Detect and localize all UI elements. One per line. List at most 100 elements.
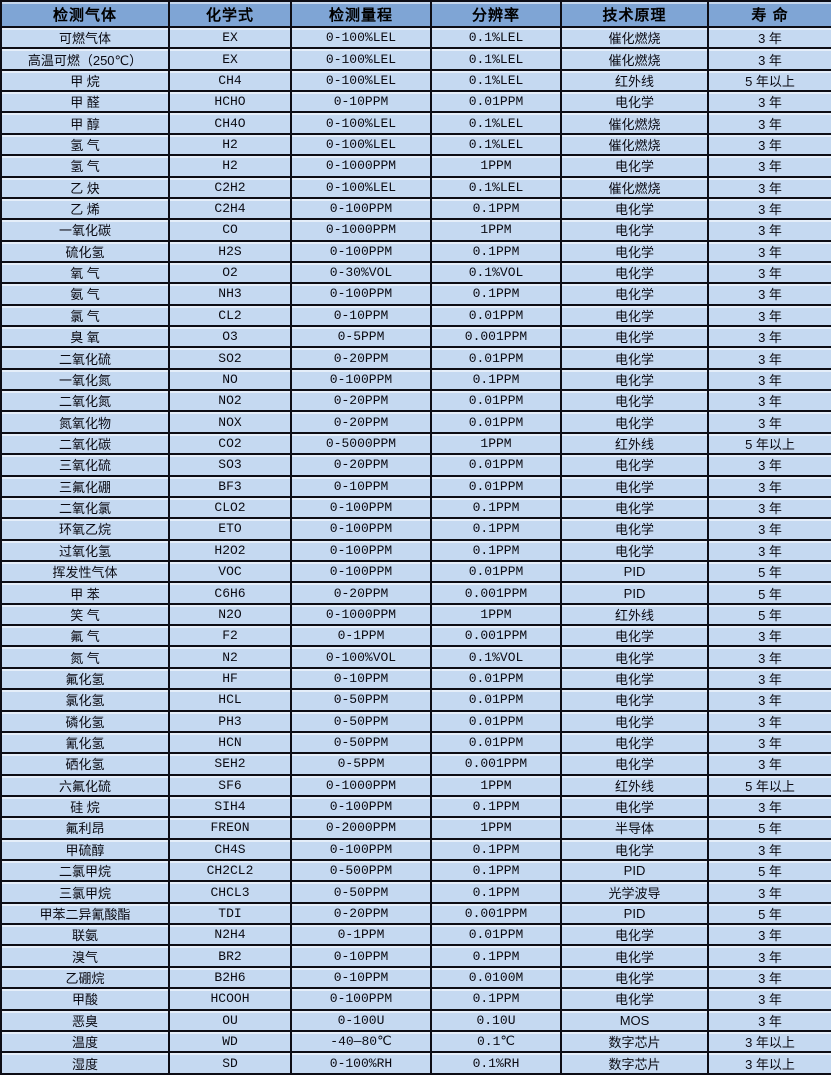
- table-row: 氮氧化物 NOX 0-20PPM 0.01PPM 电化学 3 年: [0, 410, 831, 434]
- lifespan-cell: 5 年: [707, 901, 831, 926]
- table-row: 二氧化氯 CLO2 0-100PPM 0.1PPM 电化学 3 年: [0, 495, 831, 520]
- table-row: 氟化氢 HF 0-10PPM 0.01PPM 电化学 3 年: [0, 666, 831, 691]
- range-cell: 0-1000PPM: [290, 773, 432, 797]
- formula-cell: SO2: [168, 346, 292, 370]
- range-cell: 0-100%LEL: [290, 111, 432, 135]
- principle-cell: 电化学: [560, 923, 709, 947]
- formula-cell: TDI: [168, 901, 292, 926]
- lifespan-cell: 3 年: [707, 303, 831, 328]
- range-cell: 0-100PPM: [290, 987, 432, 1011]
- table-row: 硅 烷 SIH4 0-100PPM 0.1PPM 电化学 3 年: [0, 794, 831, 819]
- table-row: 硫化氢 H2S 0-100PPM 0.1PPM 电化学 3 年: [0, 239, 831, 263]
- principle-cell: 电化学: [560, 688, 709, 712]
- principle-cell: 电化学: [560, 837, 709, 862]
- table-row: 挥发性气体 VOC 0-100PPM 0.01PPM PID 5 年: [0, 559, 831, 584]
- principle-cell: 电化学: [560, 453, 709, 477]
- gas-name-cell: 臭 氧: [0, 325, 170, 349]
- lifespan-cell: 3 年: [707, 196, 831, 221]
- lifespan-cell: 5 年以上: [707, 431, 831, 456]
- table-row: 联氨 N2H4 0-1PPM 0.01PPM 电化学 3 年: [0, 923, 831, 947]
- range-cell: 0-1PPM: [290, 624, 432, 648]
- principle-cell: 电化学: [560, 730, 709, 755]
- resolution-cell: 0.01PPM: [430, 666, 562, 691]
- range-cell: 0-10PPM: [290, 666, 432, 691]
- table-row: 甲硫醇 CH4S 0-100PPM 0.1PPM 电化学 3 年: [0, 837, 831, 862]
- table-row: 二氧化碳 CO2 0-5000PPM 1PPM 红外线 5 年以上: [0, 431, 831, 456]
- table-row: 三氟化硼 BF3 0-10PPM 0.01PPM 电化学 3 年: [0, 474, 831, 498]
- range-cell: 0-20PPM: [290, 581, 432, 605]
- range-cell: 0-30%VOL: [290, 260, 432, 285]
- resolution-cell: 0.001PPM: [430, 752, 562, 776]
- resolution-cell: 0.001PPM: [430, 624, 562, 648]
- principle-cell: 电化学: [560, 752, 709, 776]
- resolution-cell: 0.1%LEL: [430, 25, 562, 50]
- lifespan-cell: 3 年: [707, 794, 831, 819]
- resolution-cell: 0.01PPM: [430, 90, 562, 114]
- resolution-cell: 0.1%LEL: [430, 47, 562, 71]
- gas-name-cell: 硫化氢: [0, 239, 170, 263]
- principle-cell: 红外线: [560, 431, 709, 456]
- table-row: 甲酸 HCOOH 0-100PPM 0.1PPM 电化学 3 年: [0, 987, 831, 1011]
- table-row: 过氧化氢 H2O2 0-100PPM 0.1PPM 电化学 3 年: [0, 538, 831, 563]
- principle-cell: 半导体: [560, 816, 709, 840]
- gas-name-cell: 甲 醛: [0, 90, 170, 114]
- formula-cell: CHCL3: [168, 880, 292, 904]
- resolution-cell: 0.01PPM: [430, 709, 562, 733]
- table-row: 磷化氢 PH3 0-50PPM 0.01PPM 电化学 3 年: [0, 709, 831, 733]
- lifespan-cell: 3 年: [707, 495, 831, 520]
- table-row: 可燃气体 EX 0-100%LEL 0.1%LEL 催化燃烧 3 年: [0, 25, 831, 50]
- resolution-cell: 0.001PPM: [430, 581, 562, 605]
- formula-cell: HF: [168, 666, 292, 691]
- table-row: 环氧乙烷 ETO 0-100PPM 0.1PPM 电化学 3 年: [0, 517, 831, 541]
- table-row: 高温可燃（250℃） EX 0-100%LEL 0.1%LEL 催化燃烧 3 年: [0, 47, 831, 71]
- table-row: 温度 WD -40—80℃ 0.1℃ 数字芯片 3 年以上: [0, 1029, 831, 1054]
- gas-name-cell: 氰化氢: [0, 730, 170, 755]
- range-cell: 0-100%LEL: [290, 25, 432, 50]
- range-cell: 0-5PPM: [290, 752, 432, 776]
- lifespan-cell: 3 年: [707, 730, 831, 755]
- resolution-cell: 0.1%LEL: [430, 175, 562, 199]
- lifespan-cell: 3 年: [707, 453, 831, 477]
- resolution-cell: 1PPM: [430, 602, 562, 627]
- lifespan-cell: 3 年: [707, 1008, 831, 1032]
- principle-cell: 电化学: [560, 624, 709, 648]
- lifespan-cell: 5 年: [707, 816, 831, 840]
- table-row: 氰化氢 HCN 0-50PPM 0.01PPM 电化学 3 年: [0, 730, 831, 755]
- range-cell: 0-100PPM: [290, 559, 432, 584]
- resolution-cell: 0.1PPM: [430, 282, 562, 306]
- formula-cell: O3: [168, 325, 292, 349]
- lifespan-cell: 3 年: [707, 645, 831, 669]
- formula-cell: HCL: [168, 688, 292, 712]
- principle-cell: 催化燃烧: [560, 132, 709, 157]
- range-cell: 0-50PPM: [290, 730, 432, 755]
- resolution-cell: 0.1%LEL: [430, 111, 562, 135]
- principle-cell: PID: [560, 581, 709, 605]
- gas-name-cell: 高温可燃（250℃）: [0, 47, 170, 71]
- principle-cell: 电化学: [560, 495, 709, 520]
- range-cell: 0-10PPM: [290, 90, 432, 114]
- formula-cell: BF3: [168, 474, 292, 498]
- gas-name-cell: 氯化氢: [0, 688, 170, 712]
- gas-name-cell: 一氧化碳: [0, 218, 170, 242]
- principle-cell: 电化学: [560, 410, 709, 434]
- range-cell: 0-100%LEL: [290, 47, 432, 71]
- range-cell: 0-50PPM: [290, 709, 432, 733]
- formula-cell: B2H6: [168, 965, 292, 990]
- lifespan-cell: 3 年: [707, 175, 831, 199]
- gas-name-cell: 恶臭: [0, 1008, 170, 1032]
- range-cell: 0-100%LEL: [290, 68, 432, 93]
- range-cell: 0-100PPM: [290, 837, 432, 862]
- formula-cell: HCHO: [168, 90, 292, 114]
- principle-cell: 催化燃烧: [560, 111, 709, 135]
- table-row: 二氧化硫 SO2 0-20PPM 0.01PPM 电化学 3 年: [0, 346, 831, 370]
- table-row: 氮 气 N2 0-100%VOL 0.1%VOL 电化学 3 年: [0, 645, 831, 669]
- column-header: 分辨率: [430, 0, 562, 28]
- principle-cell: 电化学: [560, 538, 709, 563]
- lifespan-cell: 3 年: [707, 517, 831, 541]
- principle-cell: 电化学: [560, 325, 709, 349]
- principle-cell: 电化学: [560, 196, 709, 221]
- table-row: 六氟化硫 SF6 0-1000PPM 1PPM 红外线 5 年以上: [0, 773, 831, 797]
- formula-cell: OU: [168, 1008, 292, 1032]
- gas-name-cell: 氢 气: [0, 132, 170, 157]
- gas-name-cell: 湿度: [0, 1051, 170, 1075]
